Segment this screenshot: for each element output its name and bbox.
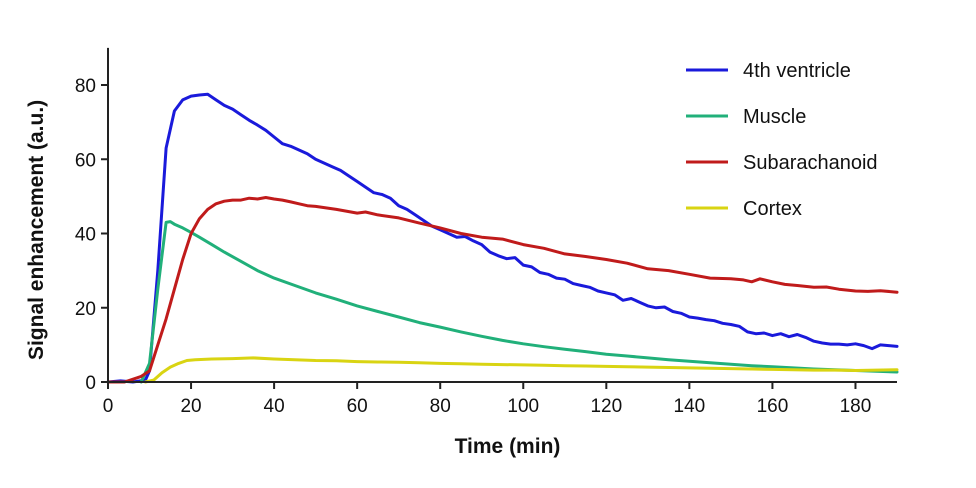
legend-label-4th-ventricle: 4th ventricle (743, 60, 851, 82)
y-tick-label: 60 (75, 150, 96, 171)
legend-label-subarachanoid: Subarachanoid (743, 152, 878, 174)
legend-label-cortex: Cortex (743, 198, 802, 220)
x-tick-label: 100 (507, 396, 539, 417)
x-axis: 0 20 40 60 80 100 120 140 160 180 (103, 381, 897, 417)
legend-label-muscle: Muscle (743, 106, 806, 128)
x-tick-label: 20 (180, 396, 201, 417)
plot-area (106, 92, 899, 384)
x-tick-label: 120 (590, 396, 622, 417)
y-tick-label: 80 (75, 76, 96, 97)
series-line-subarachanoid (106, 196, 899, 384)
x-tick-label: 40 (264, 396, 285, 417)
x-tick-label: 0 (103, 396, 114, 417)
x-tick-label: 160 (757, 396, 789, 417)
y-axis-title: Signal enhancement (a.u.) (25, 100, 48, 360)
y-tick-label: 20 (75, 299, 96, 320)
x-tick-label: 140 (674, 396, 706, 417)
x-tick-label: 60 (347, 396, 368, 417)
series-line-cortex (143, 356, 899, 384)
x-tick-label: 180 (840, 396, 872, 417)
x-tick-label: 80 (430, 396, 451, 417)
series-line-4th-ventricle (106, 92, 899, 384)
legend: 4th ventricle Muscle Subarachanoid Cortex (686, 60, 878, 220)
y-axis: 0 20 40 60 80 (75, 47, 109, 394)
y-tick-label: 40 (75, 225, 96, 246)
x-axis-title: Time (min) (455, 435, 561, 458)
y-tick-label: 0 (85, 373, 96, 394)
